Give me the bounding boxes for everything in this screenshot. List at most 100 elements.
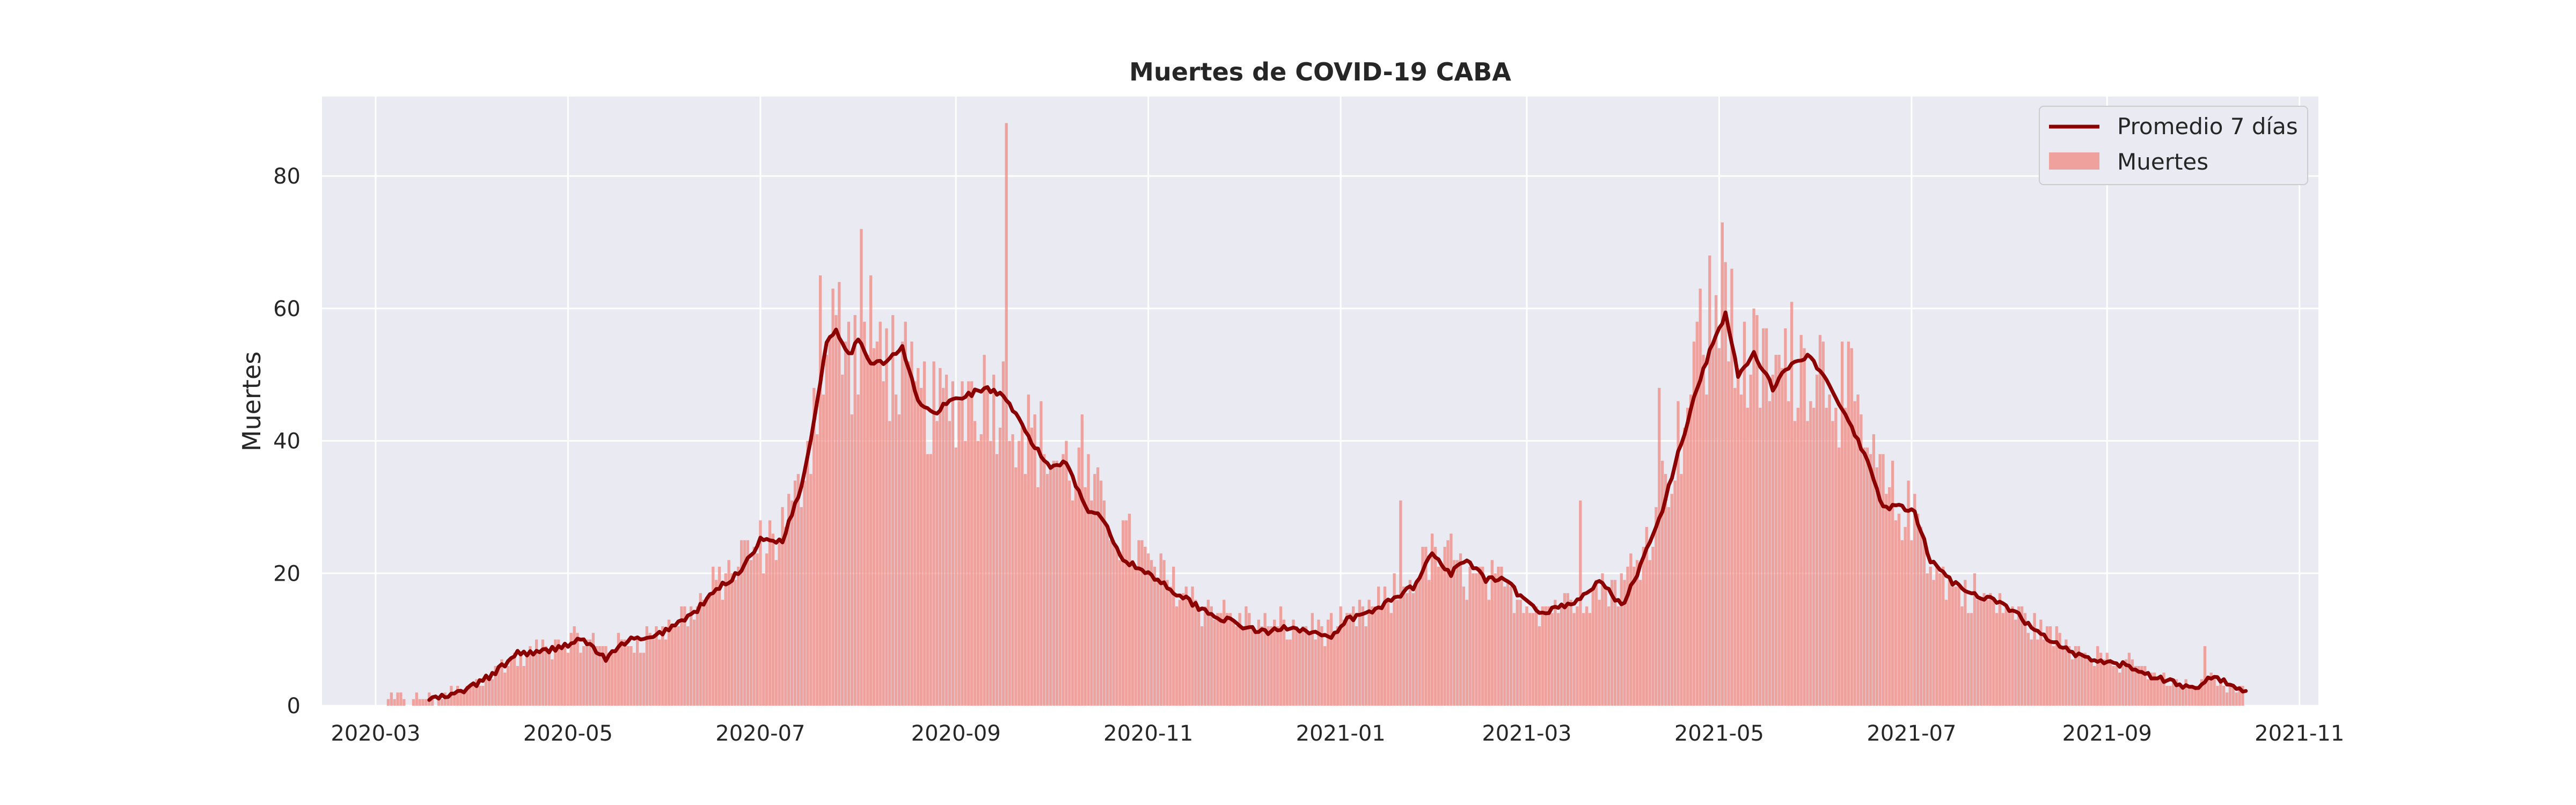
bar (850, 414, 853, 706)
bar (1843, 407, 1847, 706)
bar (481, 685, 485, 706)
bar (1799, 335, 1803, 706)
bar (1188, 599, 1191, 706)
bar (1320, 626, 1323, 706)
bar (1235, 626, 1238, 706)
bar (1771, 375, 1774, 706)
bar (1475, 573, 1478, 706)
bar (2011, 606, 2014, 706)
bar (1774, 355, 1777, 706)
bar (588, 639, 592, 706)
bar (730, 573, 734, 706)
bar (1245, 606, 1248, 706)
bar (1897, 514, 1901, 706)
bar (1588, 613, 1592, 706)
bar (1560, 606, 1563, 706)
bar (469, 685, 472, 706)
bar (1043, 454, 1046, 706)
bar (557, 639, 560, 706)
bar (1352, 606, 1355, 706)
bar (2134, 665, 2137, 706)
bar (1210, 606, 1213, 706)
bar (1812, 407, 1816, 706)
bar (882, 381, 885, 706)
bar (1329, 613, 1333, 706)
bar (2004, 606, 2008, 706)
bar (1569, 599, 1572, 706)
bar (2093, 665, 2096, 706)
bar (917, 368, 920, 706)
bar (932, 361, 935, 706)
bar (2065, 639, 2068, 706)
bar (1642, 546, 1645, 706)
bar (875, 341, 879, 706)
bar (1538, 626, 1541, 706)
bar (2156, 679, 2159, 706)
bar (386, 699, 390, 706)
bar (1749, 375, 1752, 706)
bar (1651, 546, 1655, 706)
bar (746, 540, 750, 706)
bar (1803, 348, 1806, 706)
bar (712, 566, 715, 706)
bar (992, 375, 996, 706)
bar (598, 646, 601, 706)
bar (721, 599, 724, 706)
bar (1635, 560, 1639, 706)
bar (2039, 619, 2043, 706)
bar (532, 653, 535, 706)
line-series-promedio (427, 310, 2248, 702)
bar (737, 566, 740, 706)
bar (1878, 454, 1882, 706)
bar (1967, 613, 1970, 706)
bar (1926, 573, 1929, 706)
bar (2209, 672, 2213, 706)
bar (945, 375, 948, 706)
bar (989, 441, 992, 706)
bar (1140, 540, 1144, 706)
bar (1497, 566, 1500, 706)
bar (494, 665, 497, 706)
bar (1973, 573, 1977, 706)
bar (2238, 685, 2241, 706)
bar (1011, 434, 1014, 706)
bar (1223, 599, 1226, 706)
bar (1579, 500, 1582, 706)
bar (1248, 613, 1251, 706)
bar (1711, 341, 1715, 706)
bar (1613, 580, 1617, 706)
bar (1150, 560, 1153, 706)
bar (752, 546, 756, 706)
bar (1200, 626, 1204, 706)
bar (2200, 679, 2204, 706)
bar (1727, 361, 1730, 706)
bar (1828, 394, 1831, 706)
bar (1251, 626, 1254, 706)
bar (1563, 593, 1567, 706)
bar (1677, 401, 1680, 706)
bar (1292, 619, 1295, 706)
bar (513, 653, 516, 706)
bar (1405, 593, 1409, 706)
bar (976, 441, 980, 706)
bar (1355, 626, 1358, 706)
bar (566, 653, 570, 706)
bar (1762, 328, 1765, 706)
bar (1172, 566, 1175, 706)
bar (1894, 520, 1898, 706)
bar (718, 566, 721, 706)
bar (1714, 295, 1718, 706)
bar (1865, 447, 1869, 706)
bar (2052, 646, 2055, 706)
bar (983, 355, 986, 706)
bar (633, 653, 636, 706)
bar (724, 573, 727, 706)
bar (1361, 606, 1364, 706)
bar (1153, 566, 1157, 706)
bar (1942, 566, 1945, 706)
bar (2001, 613, 2004, 706)
bar (1257, 619, 1261, 706)
bar (2228, 685, 2232, 706)
bar (1033, 414, 1036, 706)
bar (768, 520, 772, 706)
